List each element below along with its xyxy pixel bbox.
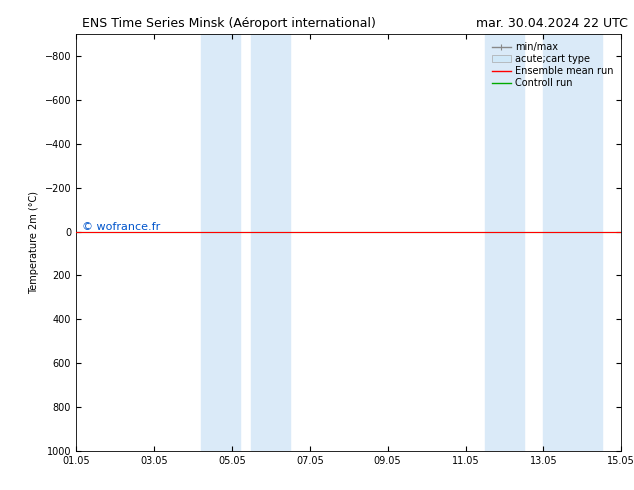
- Y-axis label: Temperature 2m (°C): Temperature 2m (°C): [29, 191, 39, 294]
- Bar: [201, 34, 240, 451]
- Bar: [543, 34, 602, 451]
- Text: ENS Time Series Minsk (Aéroport international): ENS Time Series Minsk (Aéroport internat…: [82, 17, 377, 30]
- Text: © wofrance.fr: © wofrance.fr: [82, 221, 160, 232]
- Bar: [251, 34, 290, 451]
- Text: mar. 30.04.2024 22 UTC: mar. 30.04.2024 22 UTC: [476, 17, 628, 30]
- Bar: [485, 34, 524, 451]
- Legend: min/max, acute;cart type, Ensemble mean run, Controll run: min/max, acute;cart type, Ensemble mean …: [489, 39, 616, 91]
